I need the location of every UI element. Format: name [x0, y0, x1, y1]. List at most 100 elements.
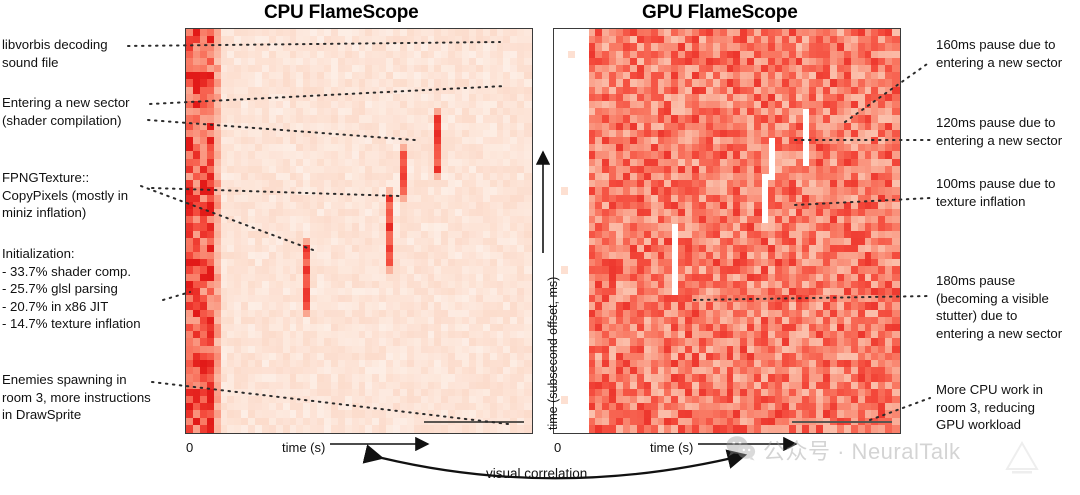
heatmap-cell — [337, 331, 346, 340]
heatmap-cell — [310, 316, 318, 325]
heatmap-cell — [234, 331, 242, 340]
heatmap-cell — [358, 338, 366, 347]
heatmap-cell — [317, 280, 325, 289]
heatmap-cell — [441, 194, 449, 203]
heatmap-cell — [261, 324, 270, 332]
heatmap-cell — [261, 165, 270, 174]
heatmap-cell — [468, 165, 477, 174]
heatmap-cell — [427, 151, 435, 160]
heatmap-cell — [468, 36, 477, 44]
heatmap-cell — [420, 115, 429, 124]
heatmap-cell — [386, 360, 394, 368]
heatmap-cell — [399, 194, 408, 203]
heatmap-cell — [482, 180, 491, 188]
heatmap-cell — [227, 374, 235, 383]
heatmap-cell — [489, 72, 498, 80]
heatmap-cell — [234, 108, 242, 116]
heatmap-cell — [475, 136, 484, 145]
heatmap-cell — [517, 302, 525, 311]
heatmap-cell — [206, 43, 215, 52]
heatmap-cell — [241, 50, 249, 59]
heatmap-cell — [441, 244, 449, 253]
heatmap-cell — [503, 64, 511, 73]
heatmap-cell — [475, 345, 484, 354]
heatmap-cell — [268, 338, 277, 347]
heatmap-cell — [441, 36, 449, 44]
heatmap-cell — [482, 50, 491, 59]
heatmap-cell — [199, 352, 208, 361]
heatmap-cell — [399, 216, 408, 224]
heatmap-cell — [310, 252, 318, 260]
heatmap-cell — [413, 79, 422, 88]
heatmap-cell — [399, 345, 408, 354]
heatmap-cell — [441, 158, 449, 167]
cpu-flamescope-plot[interactable] — [185, 28, 533, 434]
heatmap-cell — [393, 331, 401, 340]
heatmap-cell — [427, 79, 435, 88]
heatmap-cell — [330, 273, 339, 282]
gpu-flamescope-plot[interactable] — [553, 28, 901, 434]
heatmap-cell — [268, 108, 277, 116]
heatmap-cell — [241, 374, 249, 383]
heatmap-cell — [241, 316, 249, 325]
heatmap-cell — [206, 345, 215, 354]
heatmap-cell — [496, 367, 504, 376]
heatmap-cell — [220, 360, 228, 368]
heatmap-cell — [317, 64, 325, 73]
heatmap-cell — [330, 259, 339, 268]
heatmap-cell — [406, 345, 415, 354]
heatmap-cell — [496, 288, 504, 296]
heatmap-cell — [206, 288, 215, 296]
heatmap-cell — [386, 374, 394, 383]
heatmap-cell — [517, 309, 525, 318]
heatmap-cell — [372, 259, 380, 268]
heatmap-cell — [462, 187, 470, 196]
heatmap-cell — [330, 172, 339, 181]
heatmap-cell — [441, 216, 449, 224]
heatmap-cell — [434, 367, 442, 376]
heatmap-cell — [220, 280, 228, 289]
heatmap-cell — [510, 50, 518, 59]
heatmap-cell — [358, 230, 366, 239]
heatmap-cell — [379, 43, 387, 52]
heatmap-cell — [310, 57, 318, 66]
heatmap-cell — [406, 72, 415, 80]
heatmap-cell — [351, 288, 360, 296]
heatmap-cell — [275, 36, 284, 44]
heatmap-cell — [399, 64, 408, 73]
heatmap-cell — [441, 144, 449, 152]
heatmap-cell — [455, 331, 463, 340]
heatmap-cell — [255, 165, 263, 174]
heatmap-cell — [220, 324, 228, 332]
heatmap-cell — [248, 352, 256, 361]
heatmap-cell — [517, 194, 525, 203]
heatmap-cell — [468, 158, 477, 167]
heatmap-cell — [386, 367, 394, 376]
heatmap-cell — [482, 360, 491, 368]
heatmap-cell — [448, 50, 456, 59]
heatmap-cell — [455, 50, 463, 59]
heatmap-cell — [413, 280, 422, 289]
heatmap-cell — [351, 244, 360, 253]
heatmap-cell — [199, 259, 208, 268]
heatmap-cell — [399, 79, 408, 88]
heatmap-cell — [496, 244, 504, 253]
heatmap-cell — [379, 259, 387, 268]
heatmap-cell — [261, 288, 270, 296]
heatmap-cell — [517, 136, 525, 145]
heatmap-cell — [455, 29, 463, 37]
heatmap-cell — [206, 180, 215, 188]
heatmap-cell — [503, 180, 511, 188]
heatmap-cell — [489, 266, 498, 275]
heatmap-cell — [379, 223, 387, 232]
heatmap-cell — [517, 295, 525, 304]
heatmap-cell — [358, 151, 366, 160]
heatmap-cell — [462, 208, 470, 217]
heatmap-cell — [462, 115, 470, 124]
heatmap-cell — [462, 223, 470, 232]
heatmap-cell — [448, 29, 456, 37]
heatmap-cell — [289, 252, 297, 260]
heatmap-cell — [468, 172, 477, 181]
heatmap-cell — [324, 29, 332, 37]
heatmap-cell — [351, 216, 360, 224]
